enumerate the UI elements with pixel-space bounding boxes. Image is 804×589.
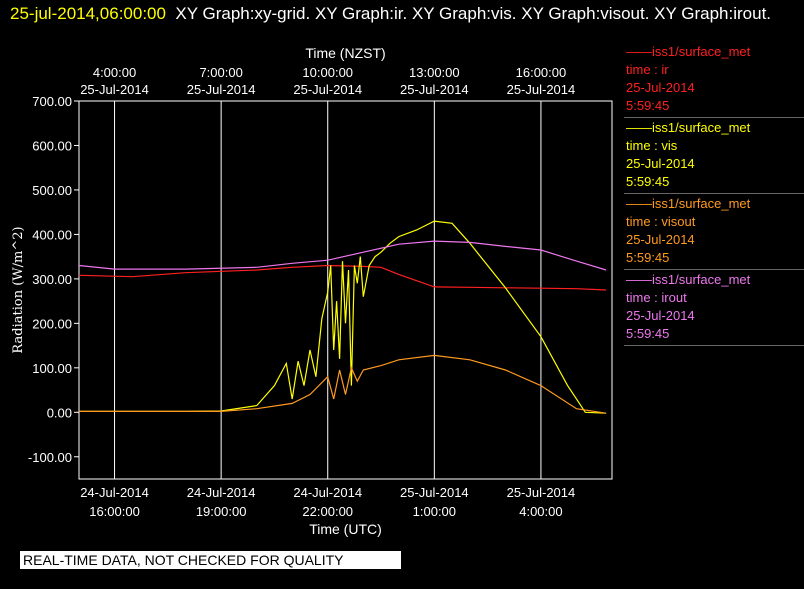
legend-time: 5:59:45 — [626, 326, 670, 341]
x-axis-label: Time (UTC) — [309, 521, 382, 537]
legend-var: time : vis — [626, 138, 678, 153]
legend-time: 5:59:45 — [626, 250, 670, 265]
legend-date: 25-Jul-2014 — [626, 308, 695, 323]
x2-tick-time: 13:00:00 — [409, 65, 460, 80]
x-tick-date: 25-Jul-2014 — [507, 485, 576, 500]
y-tick-label: 0.00 — [47, 405, 72, 420]
y-tick-label: 600.00 — [32, 138, 72, 153]
x2-tick-time: 16:00:00 — [516, 65, 567, 80]
x-tick-time: 19:00:00 — [196, 504, 247, 519]
title-timestamp: 25-jul-2014,06:00:00 — [10, 4, 166, 23]
legend-line: ——iss1/surface_met — [626, 196, 751, 211]
x-tick-time: 16:00:00 — [89, 504, 140, 519]
x2-tick-date: 25-Jul-2014 — [187, 82, 256, 97]
legend-var: time : ir — [626, 62, 669, 77]
x2-tick-date: 25-Jul-2014 — [400, 82, 469, 97]
x2-tick-date: 25-Jul-2014 — [80, 82, 149, 97]
x2-tick-date: 25-Jul-2014 — [507, 82, 576, 97]
legend-time: 5:59:45 — [626, 174, 670, 189]
legend-date: 25-Jul-2014 — [626, 80, 695, 95]
y-tick-label: 200.00 — [32, 316, 72, 331]
x2-axis-label: Time (NZST) — [305, 45, 385, 61]
x-tick-date: 24-Jul-2014 — [293, 485, 362, 500]
y-tick-label: 300.00 — [32, 272, 72, 287]
y-tick-label: 100.00 — [32, 361, 72, 376]
page-title: 25-jul-2014,06:00:00 XY Graph:xy-grid. X… — [10, 2, 800, 25]
series-line — [78, 264, 607, 291]
legend-var: time : irout — [626, 290, 687, 305]
data-quality-warning: REAL-TIME DATA, NOT CHECKED FOR QUALITY — [20, 551, 401, 569]
x2-tick-date: 25-Jul-2014 — [293, 82, 362, 97]
title-graph-list: XY Graph:xy-grid. XY Graph:ir. XY Graph:… — [175, 4, 772, 23]
x2-tick-time: 4:00:00 — [93, 65, 136, 80]
series-line — [78, 240, 607, 271]
x-tick-date: 24-Jul-2014 — [80, 485, 149, 500]
legend-date: 25-Jul-2014 — [626, 156, 695, 171]
x-tick-time: 1:00:00 — [413, 504, 456, 519]
y-axis-label: Radiation (W/m^2) — [11, 226, 26, 353]
legend-line: ——iss1/surface_met — [626, 44, 751, 59]
x-tick-date: 25-Jul-2014 — [400, 485, 469, 500]
x-tick-time: 4:00:00 — [519, 504, 562, 519]
y-tick-label: -100.00 — [28, 450, 72, 465]
x2-tick-time: 7:00:00 — [199, 65, 242, 80]
legend-var: time : visout — [626, 214, 696, 229]
series-line — [79, 220, 607, 414]
x2-tick-time: 10:00:00 — [302, 65, 353, 80]
y-tick-label: 400.00 — [32, 227, 72, 242]
x-tick-time: 22:00:00 — [302, 504, 353, 519]
legend-time: 5:59:45 — [626, 98, 670, 113]
y-tick-label: 500.00 — [32, 183, 72, 198]
x-tick-date: 24-Jul-2014 — [187, 485, 256, 500]
plot-frame — [78, 100, 613, 480]
legend-line: ——iss1/surface_met — [626, 120, 751, 135]
legend-date: 25-Jul-2014 — [626, 232, 695, 247]
legend: ——iss1/surface_met time : ir 25-Jul-2014 5:… — [624, 42, 804, 346]
series-line — [79, 354, 607, 414]
y-tick-label: 700.00 — [32, 94, 72, 109]
legend-line: ——iss1/surface_met — [626, 272, 751, 287]
